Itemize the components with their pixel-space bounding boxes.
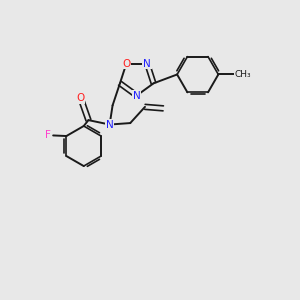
Text: O: O	[122, 58, 130, 69]
Text: F: F	[45, 130, 51, 140]
Text: N: N	[106, 119, 113, 130]
Text: N: N	[133, 91, 141, 100]
Text: N: N	[143, 58, 151, 69]
Text: O: O	[76, 93, 85, 103]
Text: CH₃: CH₃	[235, 70, 251, 79]
